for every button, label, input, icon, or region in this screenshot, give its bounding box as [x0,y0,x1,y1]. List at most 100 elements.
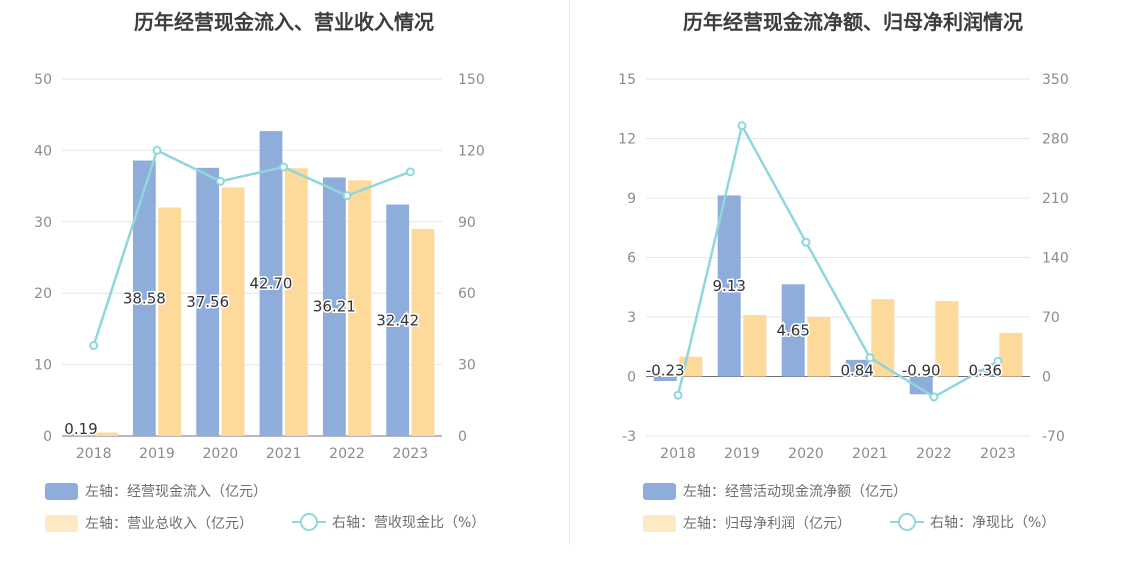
bar-data-label: -0.90 [902,362,941,380]
bar-primary [973,369,997,377]
bar-secondary [221,187,245,436]
legend-label: 左轴：经营活动现金流净额（亿元） [683,484,907,500]
bar-primary [69,434,93,436]
bar-secondary [807,317,831,377]
ratio-point [152,145,162,155]
x-tick-label: 2022 [916,446,952,462]
legend-swatch-line-icon [890,513,924,531]
ratio-point [801,237,811,247]
legend-item-net-profit[interactable]: 左轴：归母净利润（亿元） [643,513,851,533]
bar-secondary [935,301,959,377]
bar-data-label: 9.13 [712,277,745,295]
y-right-tick-label: 210 [1042,191,1069,207]
x-tick-label: 2019 [724,446,760,462]
bar-primary [196,167,220,436]
bar-secondary [348,180,372,436]
bar-primary [717,195,741,377]
bar-primary [386,204,410,436]
ratio-point [929,392,939,402]
legend-item-net-cash-flow[interactable]: 左轴：经营活动现金流净额（亿元） [643,481,907,501]
x-tick-label: 2020 [788,446,824,462]
ratio-point [673,390,683,400]
bar-data-label: 4.65 [776,321,809,339]
ratio-point [865,353,875,363]
legend-swatch-bar-icon [643,514,676,532]
legend-swatch-line-icon [292,513,326,531]
y-right-tick-label: 350 [1042,72,1069,88]
y-right-tick-label: 0 [1042,370,1051,386]
bar-secondary [871,299,895,377]
x-tick-label: 2021 [852,446,888,462]
bar-data-label: 0.19 [64,420,97,438]
bar-secondary [284,168,308,436]
y-left-tick-label: 10 [34,358,52,374]
legend-label: 左轴：营业总收入（亿元） [85,516,253,532]
y-right-tick-label: 70 [1042,310,1060,326]
ratio-point [342,191,352,201]
bar-data-label: -0.23 [646,362,685,380]
bar-data-label: 37.56 [186,293,229,311]
ratio-line [92,148,411,346]
bar-primary [132,160,156,436]
y-right-tick-label: 60 [458,286,476,302]
y-left-tick-label: 15 [618,72,636,88]
net-cash-profit-panel: 历年经营现金流净额、归母净利润情况 -3 0 3 6 9 12 15 -70 0 70 140 210… [572,0,1134,582]
y-left-tick-label: 12 [618,132,636,148]
y-left-tick-label: 0 [43,429,52,445]
legend-swatch-bar-icon [45,482,78,500]
bar-primary [322,177,346,436]
y-left-tick-label: 0 [627,370,636,386]
legend-item-cash-ratio[interactable]: 右轴：营收现金比（%） [292,512,485,532]
panel-divider [569,0,570,545]
y-right-tick-label: 30 [458,358,476,374]
bar-primary [781,284,805,377]
net-cash-profit-chart: -3 0 3 6 9 12 15 -70 0 70 140 210 280 350 2018 2019 2020… [618,72,1069,462]
chart-title: 历年经营现金流净额、归母净利润情况 [683,10,1023,34]
legend-item-cash-inflow[interactable]: 左轴：经营现金流入（亿元） [45,481,267,501]
y-left-tick-label: -3 [622,429,636,445]
ratio-point [405,167,415,177]
y-right-tick-label: -70 [1042,429,1065,445]
legend-label: 右轴：营收现金比（%） [332,515,486,531]
bar-primary [909,376,933,395]
bar-secondary [743,315,767,377]
y-left-tick-label: 6 [627,251,636,267]
y-right-tick-label: 150 [458,72,485,88]
ratio-point [279,162,289,172]
y-right-tick-label: 120 [458,143,485,159]
ratio-point [89,341,99,351]
legend-item-net-cash-ratio[interactable]: 右轴：净现比（%） [890,512,1055,532]
y-left-tick-label: 50 [34,72,52,88]
ratio-point [215,176,225,186]
x-tick-label: 2020 [203,446,239,462]
bar-primary [653,376,677,382]
x-tick-label: 2018 [660,446,696,462]
legend-swatch-bar-icon [643,482,676,500]
legend-label: 左轴：归母净利润（亿元） [683,516,851,532]
bar-data-label: 38.58 [123,289,166,307]
ratio-line [676,122,999,399]
legend-label: 右轴：净现比（%） [930,515,1056,531]
legend-swatch-bar-icon [45,514,78,532]
y-right-tick-label: 140 [1042,251,1069,267]
y-left-tick-label: 9 [627,191,636,207]
cash-inflow-revenue-panel: 历年经营现金流入、营业收入情况 0 10 20 30 40 50 0 30 60 90 120 150… [34,10,485,533]
x-tick-label: 2022 [329,446,365,462]
cash-inflow-revenue-chart: 0 10 20 30 40 50 0 30 60 90 120 150 2018 2019 2020 2021… [34,72,485,462]
bar-secondary [411,228,435,436]
ratio-point [737,121,747,131]
bar-data-label: 32.42 [376,311,419,329]
bar-data-label: 36.21 [313,298,356,316]
bar-data-label: 0.84 [840,362,873,380]
ratio-point [993,356,1003,366]
x-tick-label: 2019 [139,446,175,462]
y-left-tick-label: 20 [34,286,52,302]
legend-item-revenue[interactable]: 左轴：营业总收入（亿元） [45,513,253,533]
bar-secondary [158,207,182,436]
y-left-tick-label: 30 [34,215,52,231]
bar-data-label: 42.70 [250,275,293,293]
x-tick-label: 2021 [266,446,302,462]
x-tick-label: 2023 [980,446,1016,462]
bar-secondary [999,332,1023,377]
